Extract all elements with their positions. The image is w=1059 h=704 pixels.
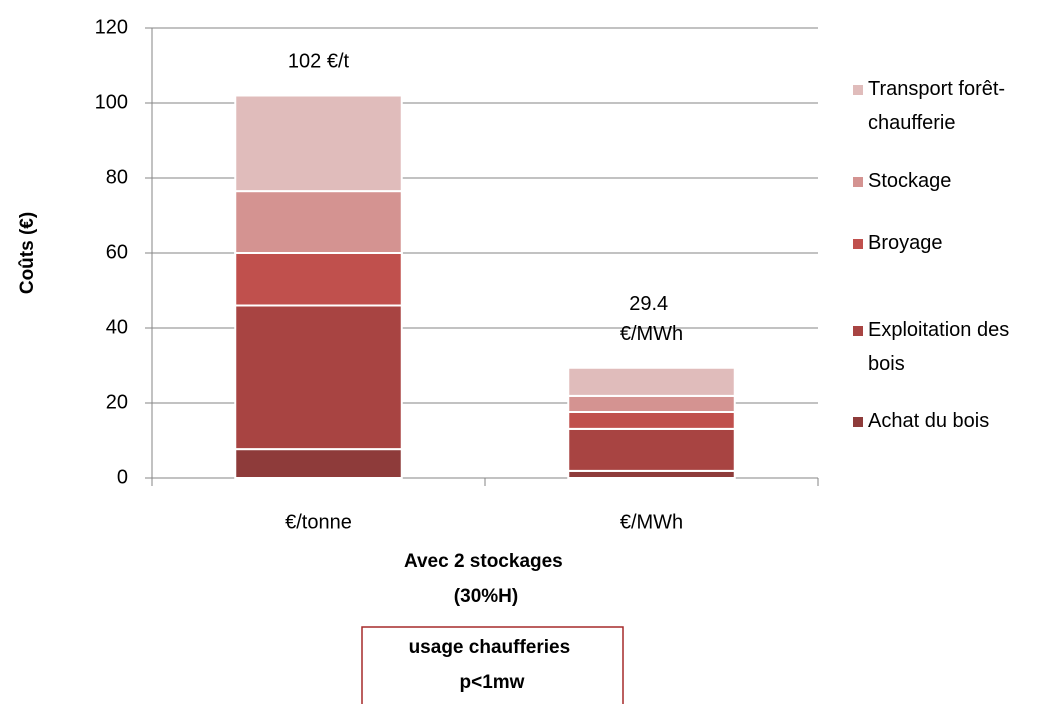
bar-segment <box>234 304 403 451</box>
bar-segment <box>234 448 403 479</box>
legend-swatch <box>853 239 863 249</box>
bar-segment <box>567 394 736 413</box>
legend-swatch <box>853 326 863 336</box>
bar-segment <box>567 469 736 479</box>
legend-label: Achat du bois <box>868 410 989 432</box>
y-axis-title: Coûts (€) <box>17 212 38 294</box>
bar-segment <box>567 366 736 397</box>
legend-swatch <box>853 177 863 187</box>
legend-label: Stockage <box>868 170 951 192</box>
y-tick-label: 120 <box>95 16 128 38</box>
y-tick-label: 60 <box>106 241 128 263</box>
y-tick-label: 40 <box>106 316 128 338</box>
x-tick-label: €/tonne <box>285 511 352 533</box>
y-tick-label: 100 <box>95 91 128 113</box>
y-tick-label: 0 <box>117 466 128 488</box>
legend-swatch <box>853 417 863 427</box>
legend-label: Transport forêt-chaufferie <box>868 78 1005 134</box>
legend-label: Exploitation des bois <box>868 319 1015 375</box>
bar-segment <box>567 427 736 472</box>
y-tick-label: 80 <box>106 166 128 188</box>
bar-segment <box>234 190 403 254</box>
x-axis-title: Avec 2 stockages (30%H) <box>404 551 568 607</box>
legend-swatch <box>853 85 863 95</box>
y-tick-label: 20 <box>106 391 128 413</box>
bar-segment <box>234 252 403 307</box>
bar-segment <box>567 411 736 430</box>
x-tick-label: €/MWh <box>620 511 683 533</box>
bar-segment <box>234 94 403 193</box>
total-label: 29.4 €/MWh <box>620 293 683 345</box>
annotation-text: usage chaufferies p<1mw <box>409 637 576 693</box>
annotation-box <box>361 626 624 704</box>
legend-label: Broyage <box>868 232 943 254</box>
total-label: 102 €/t <box>288 51 350 73</box>
